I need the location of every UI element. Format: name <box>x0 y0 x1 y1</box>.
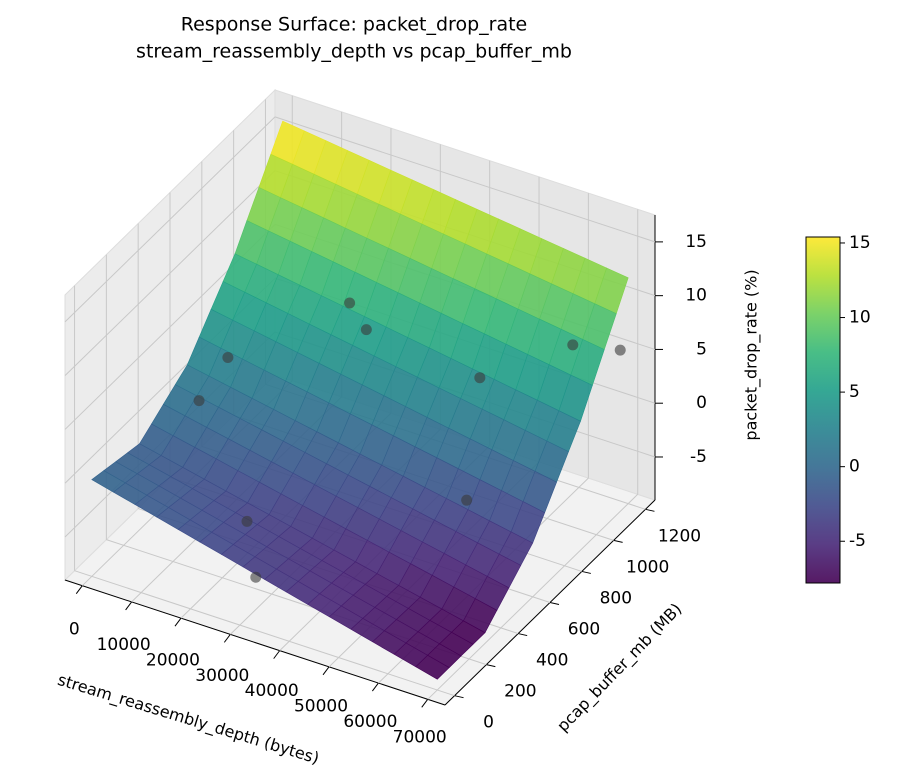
x-tick-label: 40000 <box>245 681 299 701</box>
z-tick-label: 10 <box>685 286 707 306</box>
data-point <box>614 344 626 356</box>
tick-mark <box>273 650 281 659</box>
x-tick-label: 30000 <box>195 666 249 686</box>
surface-patch <box>415 654 450 680</box>
y-tick-label: 600 <box>568 620 600 640</box>
grid-line <box>274 116 656 243</box>
y-tick-label: 1000 <box>626 557 669 577</box>
data-point <box>461 494 473 506</box>
grid-line <box>74 570 455 697</box>
x-tick-label: 0 <box>69 619 80 639</box>
tick-mark <box>125 601 133 611</box>
tick-mark <box>223 634 231 643</box>
colorbar <box>805 236 841 584</box>
tick-mark <box>645 508 655 512</box>
tick-mark <box>581 570 591 574</box>
data-point <box>360 324 372 336</box>
z-tick-label: 15 <box>685 232 707 252</box>
data-point <box>474 372 486 384</box>
x-tick-label: 10000 <box>97 635 151 655</box>
z-tick-label: 0 <box>696 393 707 413</box>
y-tick-label: 0 <box>483 713 494 733</box>
tick-mark <box>75 585 83 594</box>
colorbar-tick-label: 5 <box>849 382 860 402</box>
colorbar-tick-label: 0 <box>849 457 860 477</box>
y-tick-label: 800 <box>600 588 632 608</box>
data-point <box>250 571 262 583</box>
axis-line <box>64 579 446 706</box>
tick-mark <box>421 699 429 708</box>
colorbar-tick-label: -5 <box>849 531 866 551</box>
tick-mark <box>454 695 464 699</box>
x-tick-label: 20000 <box>146 650 200 670</box>
tick-mark <box>549 602 560 605</box>
data-point <box>344 297 356 309</box>
chart-subtitle: stream_reassembly_depth vs pcap_buffer_m… <box>136 41 572 63</box>
y-tick-label: 1200 <box>658 526 701 546</box>
z-tick-label: 5 <box>696 339 707 359</box>
grid-line <box>64 116 276 323</box>
data-point <box>193 395 205 407</box>
tick-mark <box>371 682 379 692</box>
y-tick-label: 200 <box>504 682 536 702</box>
tick-mark <box>613 539 623 543</box>
tick-mark <box>322 666 330 676</box>
colorbar-tick-label: 15 <box>849 233 871 253</box>
tick-mark <box>486 664 496 668</box>
y-tick-label: 400 <box>536 651 568 671</box>
data-point <box>222 351 234 363</box>
x-tick-label: 70000 <box>393 728 447 748</box>
z-tick-label: -5 <box>690 447 707 467</box>
data-point <box>567 339 579 351</box>
x-tick-label: 60000 <box>343 712 397 732</box>
colorbar-tick-label: 10 <box>849 308 871 328</box>
data-point <box>241 515 253 527</box>
grid-line <box>64 170 276 377</box>
z-axis-label: packet_drop_rate (%) <box>742 269 762 440</box>
x-tick-label: 50000 <box>294 697 348 717</box>
tick-mark <box>174 617 182 627</box>
chart-title: Response Surface: packet_drop_rate <box>181 14 527 36</box>
tick-mark <box>518 633 528 637</box>
